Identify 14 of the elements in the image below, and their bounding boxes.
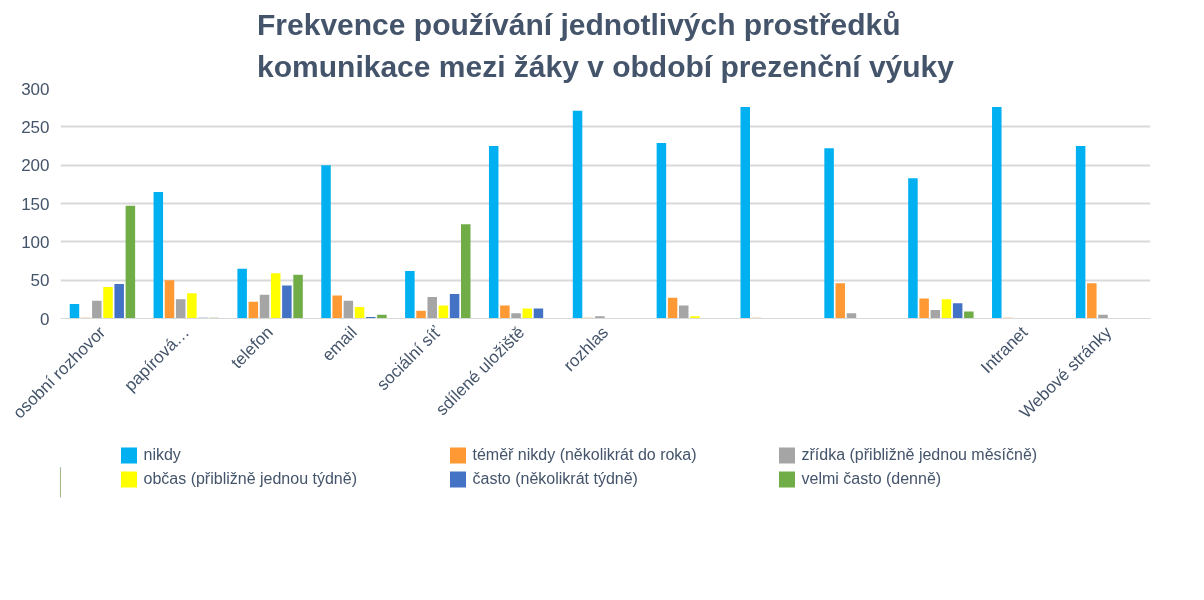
y-tick-label: 150 — [21, 194, 50, 214]
y-tick-label: 100 — [21, 232, 50, 252]
y-tick-label: 0 — [40, 309, 50, 329]
y-tick-label: 200 — [21, 156, 50, 176]
legend-label: často (několikrát týdně) — [472, 470, 639, 488]
legend-label: občas (přibližně jednou týdně) — [143, 470, 358, 488]
y-tick-label: 250 — [21, 117, 50, 137]
legend-label: velmi často (denně) — [801, 470, 943, 488]
y-tick-label: 300 — [21, 79, 50, 99]
legend-label: zřídka (přibližně jednou měsíčně) — [801, 446, 1039, 464]
y-tick-label: 50 — [30, 271, 50, 291]
chart-title: Frekvence používání jednotlivých prostředků komunikace mezi žáky v období prezenční výuky — [257, 7, 955, 84]
legend-label: nikdy — [143, 446, 182, 464]
legend-label: téměř nikdy (několikrát do roka) — [472, 446, 698, 464]
